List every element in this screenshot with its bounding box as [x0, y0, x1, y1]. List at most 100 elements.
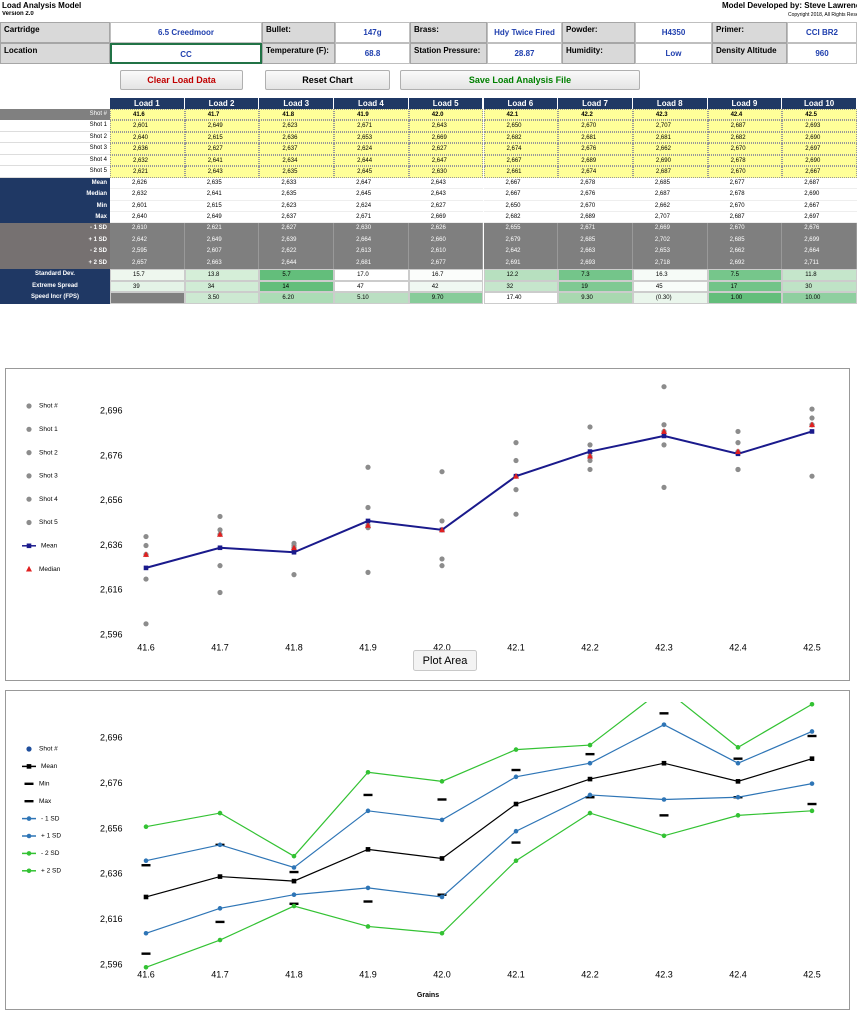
x-tick-label: 41.7: [211, 642, 229, 652]
marker: [215, 920, 225, 924]
cell: 2,667: [483, 189, 559, 201]
legend-label: - 2 SD: [41, 850, 60, 857]
legend-item: + 2 SD: [22, 868, 61, 875]
marker: [513, 472, 519, 479]
x-tick-label: 42.0: [433, 642, 451, 652]
legend-item: Min: [24, 781, 50, 788]
marker: [585, 752, 595, 756]
marker: [365, 808, 371, 814]
marker: [363, 900, 373, 903]
cell: 2,647: [408, 154, 484, 167]
cell: 2,615: [184, 131, 260, 144]
marker: [439, 930, 445, 936]
cell: 2,685: [558, 234, 633, 247]
marker: [733, 757, 743, 760]
column-header: Load 4: [334, 97, 409, 110]
y-tick-label: 2,676: [100, 778, 123, 788]
marker: [511, 841, 521, 844]
legend-item: Mean: [22, 763, 58, 770]
row-label: Shot 1: [0, 120, 110, 132]
cell: 2,650: [483, 120, 559, 132]
x-tick-label: 41.6: [137, 969, 155, 979]
marker: [217, 513, 223, 520]
cell: 32: [483, 280, 559, 293]
input-label: Brass:: [410, 22, 487, 43]
marker: [511, 768, 521, 772]
marker: [587, 449, 593, 454]
marker: [661, 384, 667, 390]
column-header: Load 9: [707, 97, 783, 110]
tooltip-box: [413, 650, 477, 671]
version: Version 2.0: [2, 11, 34, 17]
cell: 2,645: [334, 166, 409, 178]
plot-area: [143, 384, 815, 627]
cell: 41.6: [110, 108, 185, 121]
cell: 2,624: [334, 143, 409, 155]
cell: 2,601: [110, 200, 185, 212]
marker: [587, 776, 593, 782]
row-label: + 2 SD: [0, 257, 110, 270]
input-label: Station Pressure:: [410, 43, 487, 64]
cell: 14: [259, 280, 335, 293]
marker: [365, 924, 371, 929]
marker: [513, 774, 519, 780]
legend-label: Mean: [41, 763, 58, 770]
cell: 42.5: [782, 108, 857, 121]
cell: 2,639: [259, 234, 335, 247]
button[interactable]: Reset Chart: [265, 70, 390, 90]
marker: [661, 484, 667, 490]
marker: [661, 428, 667, 434]
cell: 16.3: [632, 269, 708, 281]
cell: 2,682: [483, 131, 559, 144]
legend-label: Median: [39, 566, 61, 573]
cell: 41.8: [259, 108, 335, 121]
cell: 2,707: [632, 212, 708, 224]
series-line: [145, 758, 813, 898]
cell: 1.00: [707, 292, 783, 304]
cell: 2,642: [110, 234, 185, 247]
legend-item: Shot #: [26, 746, 58, 753]
row-label: + 1 SD: [0, 234, 110, 247]
cell: 2,691: [483, 257, 559, 270]
marker: [24, 782, 34, 785]
row-label: Standard Dev.: [0, 269, 110, 281]
series-line: [145, 723, 813, 869]
cell: 11.8: [782, 269, 857, 281]
cell: 2,653: [632, 246, 708, 258]
cell: 2,697: [782, 212, 857, 224]
cell: 42.3: [632, 108, 708, 121]
marker: [809, 421, 815, 428]
cell: 2,689: [558, 212, 633, 224]
cell: 2,621: [184, 223, 260, 235]
cell: 42.1: [483, 108, 559, 121]
button[interactable]: Clear Load Data: [120, 70, 243, 90]
cell: 2,664: [334, 234, 409, 247]
cell: 5.7: [259, 269, 335, 281]
cell: 2,610: [408, 246, 484, 258]
x-tick-label: 41.8: [285, 642, 303, 652]
cell: 2,685: [632, 177, 708, 190]
marker: [291, 540, 297, 546]
cell: 2,636: [259, 131, 335, 144]
cell: 2,637: [259, 143, 335, 155]
legend-label: + 2 SD: [41, 868, 61, 875]
marker: [439, 563, 445, 569]
cell: 2,678: [707, 154, 783, 167]
marker: [217, 563, 223, 569]
cell: 34: [184, 280, 260, 293]
marker: [143, 964, 149, 970]
x-tick-label: 42.3: [655, 642, 673, 652]
marker: [26, 833, 32, 839]
marker: [217, 589, 223, 596]
marker: [809, 808, 815, 814]
input-label: Temperature (F):: [262, 43, 335, 64]
button[interactable]: Save Load Analysis File: [400, 70, 640, 90]
marker: [291, 903, 297, 909]
y-tick-label: 2,636: [100, 540, 123, 550]
legend-item: Shot 1: [26, 426, 58, 433]
cell: 2,630: [334, 223, 409, 235]
cell: 17.40: [483, 292, 559, 304]
marker: [217, 531, 223, 537]
legend-label: Shot 3: [39, 473, 58, 480]
chart-frame: [5, 690, 850, 1010]
